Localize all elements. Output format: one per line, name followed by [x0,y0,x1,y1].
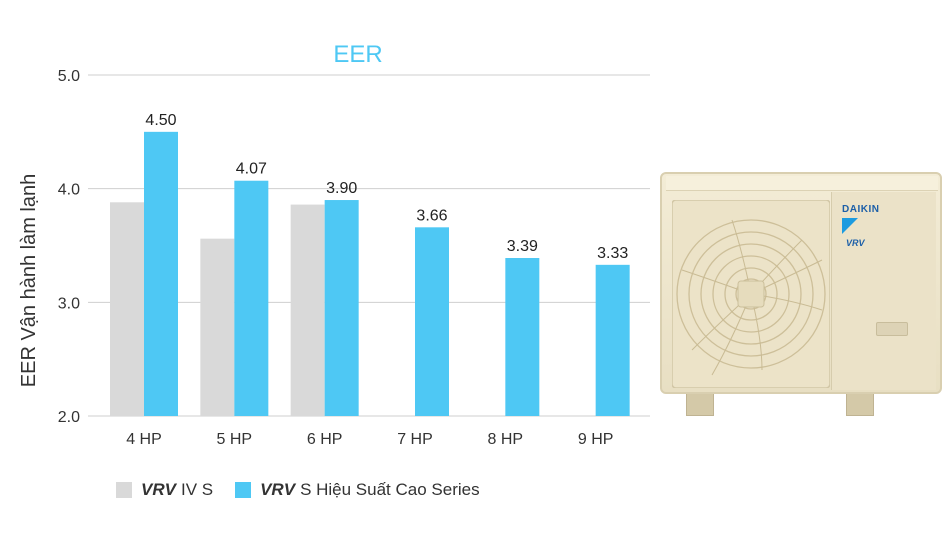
x-tick-label: 6 HP [307,431,343,448]
unit-top [666,176,938,191]
x-tick-label: 4 HP [126,431,162,448]
bar-vrv-s [324,200,359,416]
y-tick-label: 5.0 [58,68,80,85]
legend-label: IV S [180,480,214,499]
bar-vrv-iv-s [290,204,325,416]
bar-vrv-s [415,227,449,416]
unit-handle [876,322,908,336]
legend-item-vrv-iv-s: VRV IV S [116,480,213,500]
x-tick-label: 8 HP [488,431,524,448]
data-label: 4.07 [236,161,267,178]
y-tick-label: 3.0 [58,295,80,312]
bar-vrv-s [144,131,178,417]
x-tick-label: 9 HP [578,431,614,448]
bar-vrv-iv-s [110,202,144,416]
unit-foot [686,392,714,416]
x-tick-label: 5 HP [217,431,253,448]
vrv-badge: VRV [846,238,865,248]
eer-bar-chart: EER 2.0 3.0 4.0 5.0 EER Vận hành làm lạnh 4.50… [18,41,650,448]
x-tick-label: 7 HP [397,431,433,448]
bar-vrv-s [505,258,540,416]
bar-vrv-iv-s [200,238,235,416]
legend-item-vrv-s: VRV S Hiệu Suất Cao Series [235,480,480,500]
bar-vrv-s [234,180,269,416]
data-label: 4.50 [145,112,176,129]
unit-foot [846,392,874,416]
chart-legend: VRV IV S VRV S Hiệu Suất Cao Series [116,480,502,500]
legend-swatch-grey [116,482,132,498]
bar-vrv-s [595,264,630,416]
legend-brand: VRV [141,480,176,499]
fan-grill-icon [672,200,830,388]
outdoor-unit-image: DAIKIN VRV [660,172,942,420]
y-tick-label: 2.0 [58,409,80,426]
legend-swatch-blue [235,482,252,498]
data-label: 3.90 [326,180,357,197]
data-label: 3.39 [507,238,538,255]
legend-label: S Hiệu Suất Cao Series [300,480,480,499]
data-label: 3.66 [416,207,447,224]
daikin-logo-icon: DAIKIN [842,204,880,215]
chart-title: EER [333,41,382,68]
data-label: 3.33 [597,245,628,262]
y-axis-label: EER Vận hành làm lạnh [18,174,40,387]
unit-side-panel: DAIKIN VRV [831,192,936,390]
y-tick-label: 4.0 [58,182,80,199]
legend-brand: VRV [260,480,296,499]
unit-body: DAIKIN VRV [660,172,942,394]
daikin-triangle-icon [842,218,858,234]
